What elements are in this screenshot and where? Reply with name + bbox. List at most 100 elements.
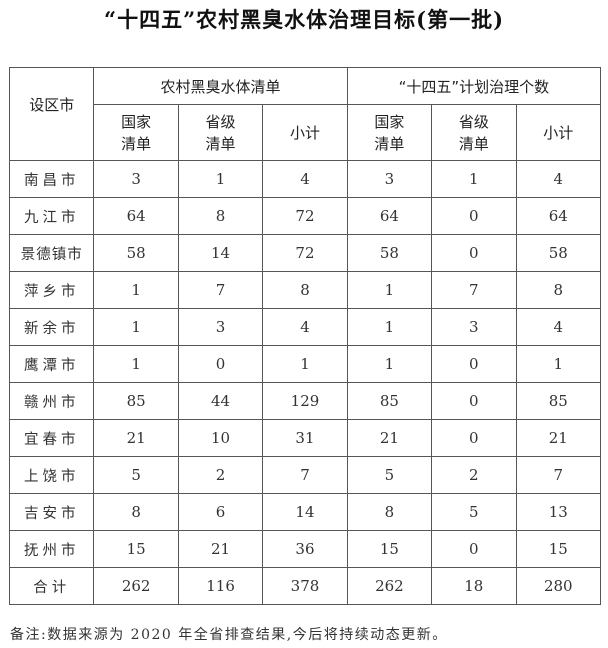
value-cell: 5 bbox=[431, 493, 517, 531]
table-row: 景德镇市 58 14 72 58 0 58 bbox=[8, 234, 602, 272]
value-cell: 1 bbox=[346, 345, 433, 383]
value-cell: 8 bbox=[515, 271, 602, 309]
value-cell: 0 bbox=[431, 234, 517, 272]
value-cell: 44 bbox=[177, 382, 264, 420]
table-row: 九江市 64 8 72 64 0 64 bbox=[8, 197, 602, 235]
value-cell: 3 bbox=[431, 308, 517, 346]
value-cell: 64 bbox=[515, 197, 602, 235]
value-cell: 64 bbox=[93, 197, 179, 235]
value-cell: 85 bbox=[515, 382, 602, 420]
value-cell: 0 bbox=[431, 419, 517, 457]
value-cell: 4 bbox=[515, 308, 602, 346]
value-cell: 6 bbox=[177, 493, 264, 531]
value-cell: 7 bbox=[431, 271, 517, 309]
targets-table: 设区市 农村黑臭水体清单 “十四五”计划治理个数 国家 清单 省级 清单 小计 国家 清单省… bbox=[8, 67, 602, 605]
sub-header-line: 清单 bbox=[121, 134, 152, 153]
value-cell: 4 bbox=[262, 308, 348, 346]
city-cell: 宜春市 bbox=[8, 419, 95, 457]
value-cell: 8 bbox=[93, 493, 179, 531]
sub-header-line: 省级 bbox=[205, 112, 236, 131]
sub-header-line: 清单 bbox=[205, 134, 236, 153]
sub-header-line: 小计 bbox=[289, 123, 320, 142]
value-cell: 129 bbox=[262, 382, 348, 420]
value-cell: 85 bbox=[346, 382, 433, 420]
value-cell: 2 bbox=[177, 456, 264, 494]
value-cell: 262 bbox=[93, 567, 179, 605]
city-cell: 吉安市 bbox=[8, 493, 95, 531]
value-cell: 21 bbox=[177, 530, 264, 568]
value-cell: 4 bbox=[262, 160, 348, 198]
value-cell: 4 bbox=[515, 160, 602, 198]
value-cell: 58 bbox=[515, 234, 602, 272]
table-row: 合计 262 116 378 262 18 280 bbox=[8, 567, 602, 605]
value-cell: 2 bbox=[431, 456, 517, 494]
city-cell: 萍乡市 bbox=[8, 271, 95, 309]
table-row: 萍乡市 1 7 8 1 7 8 bbox=[8, 271, 602, 309]
value-cell: 31 bbox=[262, 419, 348, 457]
group-header-inventory: 农村黑臭水体清单 bbox=[93, 67, 348, 105]
value-cell: 1 bbox=[346, 308, 433, 346]
sub-header: 省级 清单 bbox=[177, 104, 264, 161]
city-cell: 抚州市 bbox=[8, 530, 95, 568]
value-cell: 0 bbox=[431, 530, 517, 568]
value-cell: 15 bbox=[346, 530, 433, 568]
value-cell: 0 bbox=[431, 197, 517, 235]
sub-header: 小计 bbox=[262, 104, 348, 161]
table-row: 鹰潭市 1 0 1 1 0 1 bbox=[8, 345, 602, 383]
sub-header: 省级 清单 bbox=[431, 104, 517, 161]
value-cell: 0 bbox=[177, 345, 264, 383]
footnote: 备注:数据来源为 2020 年全省排查结果,今后将持续动态更新。 bbox=[10, 627, 448, 643]
table-row: 吉安市 8 6 14 8 5 13 bbox=[8, 493, 602, 531]
value-cell: 1 bbox=[93, 345, 179, 383]
sub-header-line: 省级 bbox=[458, 112, 489, 131]
sub-header-line: 清单 bbox=[458, 134, 489, 153]
value-cell: 7 bbox=[262, 456, 348, 494]
value-cell: 1 bbox=[515, 345, 602, 383]
value-cell: 14 bbox=[177, 234, 264, 272]
sub-header-line: 清单 bbox=[374, 134, 405, 153]
value-cell: 64 bbox=[346, 197, 433, 235]
value-cell: 3 bbox=[177, 308, 264, 346]
value-cell: 15 bbox=[515, 530, 602, 568]
corner-header: 设区市 bbox=[8, 67, 95, 161]
sub-header: 国家 清单 bbox=[93, 104, 179, 161]
value-cell: 0 bbox=[431, 382, 517, 420]
value-cell: 378 bbox=[262, 567, 348, 605]
value-cell: 1 bbox=[262, 345, 348, 383]
value-cell: 21 bbox=[93, 419, 179, 457]
value-cell: 58 bbox=[93, 234, 179, 272]
sub-header: 小计 bbox=[515, 104, 602, 161]
city-cell: 合计 bbox=[8, 567, 95, 605]
value-cell: 262 bbox=[346, 567, 433, 605]
value-cell: 21 bbox=[346, 419, 433, 457]
city-cell: 九江市 bbox=[8, 197, 95, 235]
table-row: 赣州市 85 44 129 85 0 85 bbox=[8, 382, 602, 420]
table-row: 南昌市 3 1 4 3 1 4 bbox=[8, 160, 602, 198]
value-cell: 58 bbox=[346, 234, 433, 272]
city-cell: 鹰潭市 bbox=[8, 345, 95, 383]
sub-header-line: 小计 bbox=[543, 123, 574, 142]
value-cell: 3 bbox=[346, 160, 433, 198]
value-cell: 1 bbox=[431, 160, 517, 198]
sub-header-line: 国家 bbox=[374, 112, 405, 131]
table-row: 抚州市 15 21 36 15 0 15 bbox=[8, 530, 602, 568]
value-cell: 1 bbox=[93, 271, 179, 309]
group-header-plan: “十四五”计划治理个数 bbox=[346, 67, 602, 105]
value-cell: 10 bbox=[177, 419, 264, 457]
value-cell: 8 bbox=[346, 493, 433, 531]
value-cell: 8 bbox=[177, 197, 264, 235]
value-cell: 18 bbox=[431, 567, 517, 605]
value-cell: 0 bbox=[431, 345, 517, 383]
value-cell: 15 bbox=[93, 530, 179, 568]
sub-header-line: 国家 bbox=[121, 112, 152, 131]
value-cell: 1 bbox=[177, 160, 264, 198]
value-cell: 72 bbox=[262, 234, 348, 272]
value-cell: 1 bbox=[346, 271, 433, 309]
city-cell: 景德镇市 bbox=[8, 234, 95, 272]
value-cell: 5 bbox=[346, 456, 433, 494]
table-row: 上饶市 5 2 7 5 2 7 bbox=[8, 456, 602, 494]
value-cell: 13 bbox=[515, 493, 602, 531]
sub-header: 国家 清单 bbox=[346, 104, 433, 161]
city-cell: 南昌市 bbox=[8, 160, 95, 198]
value-cell: 116 bbox=[177, 567, 264, 605]
